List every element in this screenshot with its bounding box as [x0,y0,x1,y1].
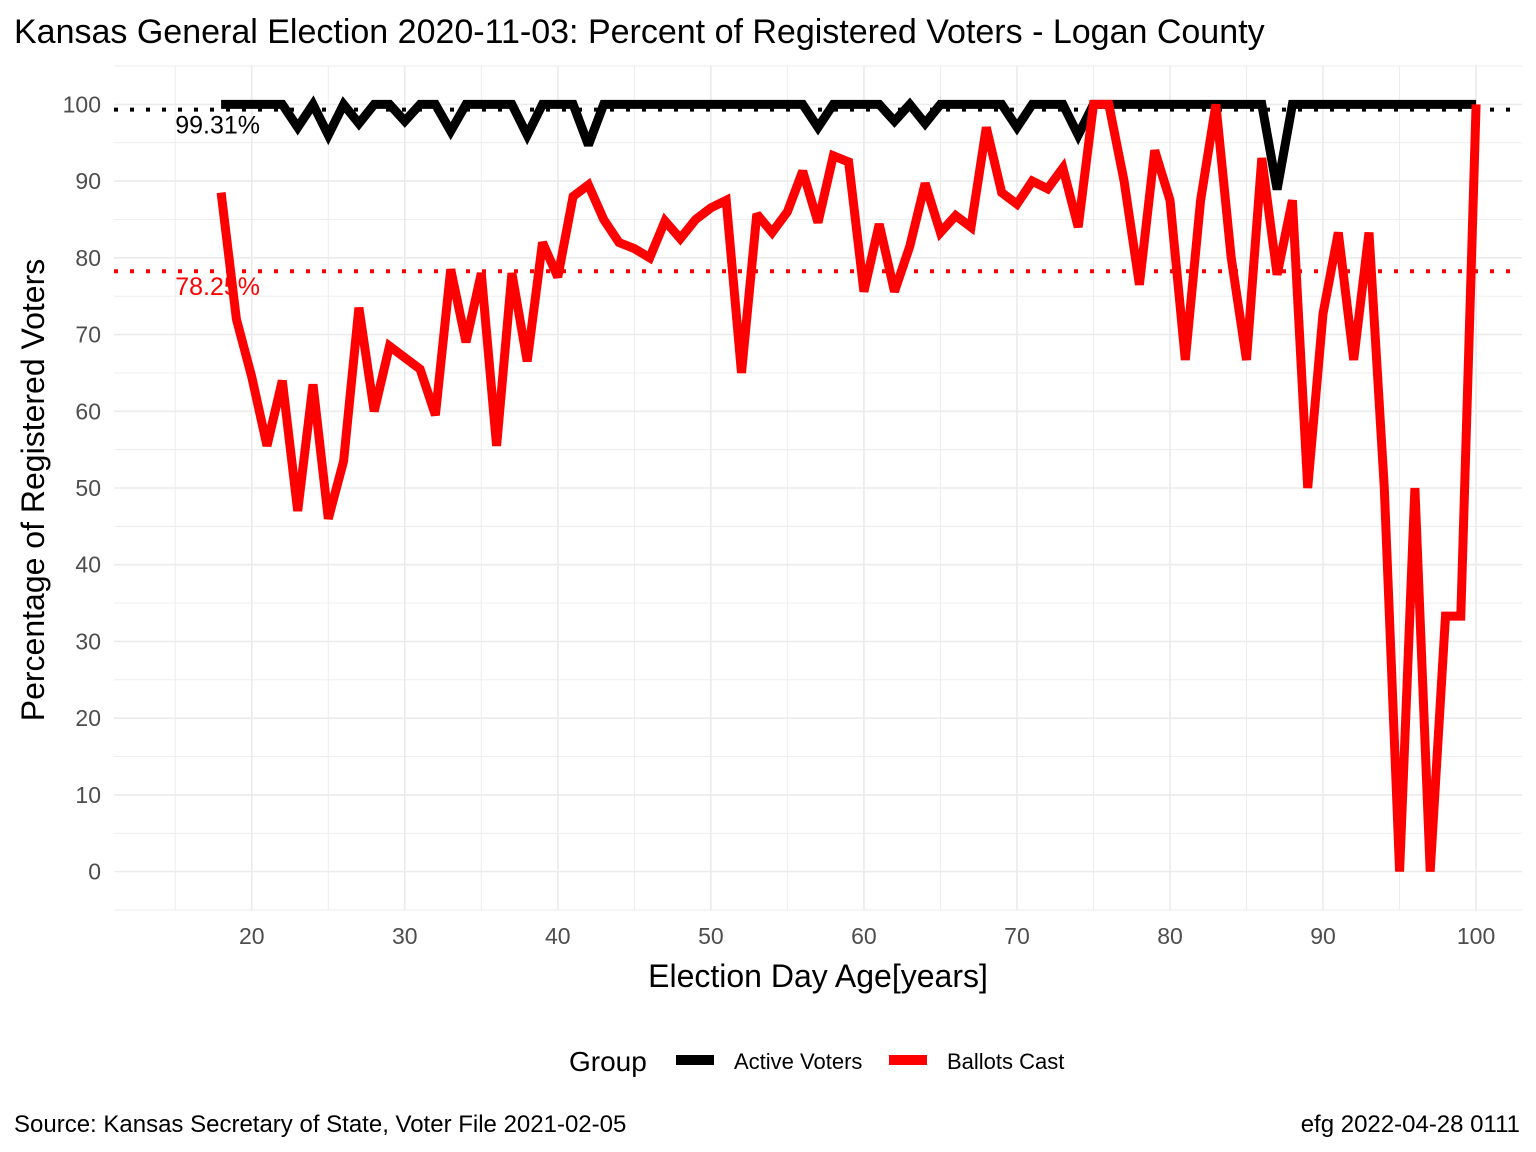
y-tick-label: 40 [75,552,101,578]
chart-title: Kansas General Election 2020-11-03: Perc… [14,13,1265,51]
legend-title: Group [569,1046,647,1077]
y-tick-label: 10 [75,782,101,808]
x-tick-label: 80 [1157,923,1183,949]
source-caption: Source: Kansas Secretary of State, Voter… [14,1111,626,1138]
y-tick-label: 0 [88,859,101,885]
x-tick-label: 90 [1310,923,1336,949]
y-axis-title: Percentage of Registered Voters [15,259,51,722]
y-tick-label: 60 [75,398,101,424]
legend-label-ballots-cast: Ballots Cast [947,1049,1064,1074]
series-line-active-voters [221,95,1477,191]
y-tick-label: 20 [75,705,101,731]
x-tick-label: 20 [239,923,265,949]
x-axis-ticks: 20 30 40 50 60 70 80 90 100 [239,923,1495,949]
y-axis-ticks: 0 10 20 30 40 50 60 70 80 90 100 [63,91,101,884]
reference-line-label: 78.25% [175,273,260,301]
y-tick-label: 90 [75,168,101,194]
credit-caption: efg 2022-04-28 0111 [1301,1111,1520,1138]
y-tick-label: 80 [75,245,101,271]
x-tick-label: 100 [1457,923,1495,949]
x-tick-label: 50 [698,923,724,949]
series-lines [216,95,1481,872]
y-tick-label: 70 [75,322,101,348]
y-tick-label: 50 [75,475,101,501]
legend-key-ballots-cast [889,1055,927,1065]
series-line-ballots-cast [216,99,1481,872]
x-tick-label: 40 [545,923,571,949]
x-tick-label: 60 [851,923,877,949]
reference-lines [114,107,1522,274]
legend: Group Active Voters Ballots Cast [569,1046,1064,1077]
reference-line-label: 99.31% [175,112,260,140]
legend-label-active-voters: Active Voters [734,1049,862,1074]
x-tick-label: 70 [1004,923,1030,949]
reference-labels: 99.31% 78.25% [175,112,260,302]
x-axis-title: Election Day Age[years] [648,958,988,994]
y-tick-label: 100 [63,91,101,117]
y-tick-label: 30 [75,628,101,654]
legend-key-active-voters [676,1055,714,1065]
x-tick-label: 30 [392,923,418,949]
